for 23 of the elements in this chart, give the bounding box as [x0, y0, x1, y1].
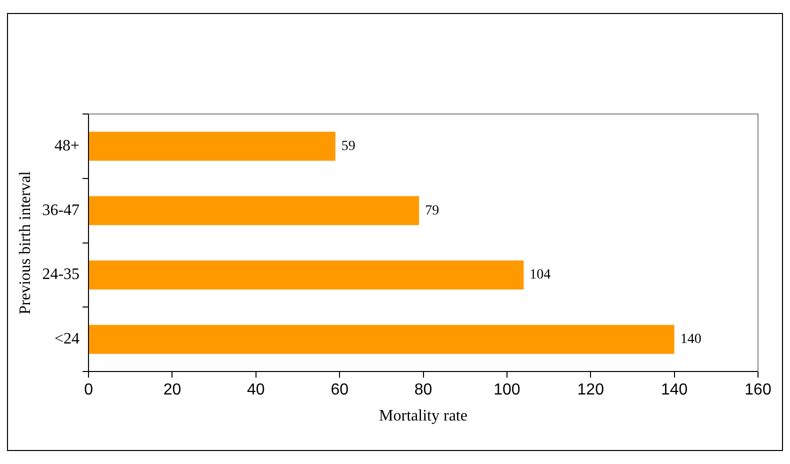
data-label: 79: [425, 203, 440, 218]
x-tick-label: 100: [494, 382, 520, 399]
x-tick-label: 160: [744, 382, 772, 399]
data-label: 59: [341, 138, 356, 154]
y-tick-label: <24: [54, 330, 80, 348]
bar: [89, 196, 420, 226]
x-tick-label: 120: [577, 382, 604, 399]
bar: [89, 132, 336, 161]
bar: [89, 260, 524, 290]
x-axis-title: Mortality rate: [379, 408, 468, 425]
x-tick-label: 0: [84, 382, 94, 399]
bar: [89, 324, 674, 354]
data-label: 140: [680, 332, 702, 348]
x-tick-label: 20: [163, 382, 182, 399]
y-tick-label: 36-47: [42, 202, 80, 219]
y-tick-label: 24-35: [42, 266, 80, 284]
y-tick-label: 48+: [54, 137, 80, 154]
x-tick-label: 140: [660, 382, 688, 399]
x-tick-label: 60: [330, 382, 349, 399]
y-axis-title: Previous birth interval: [16, 170, 34, 314]
x-tick-label: 40: [247, 382, 265, 399]
x-tick-label: 80: [414, 382, 432, 399]
data-label: 104: [530, 268, 551, 283]
